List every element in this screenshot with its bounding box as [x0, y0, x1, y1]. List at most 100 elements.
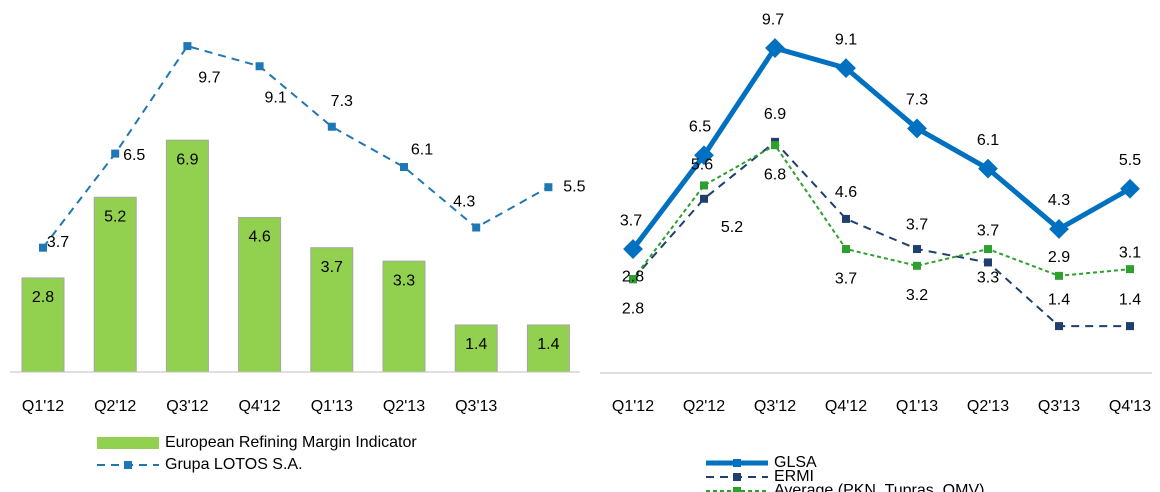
data-label: 3.7 [835, 270, 857, 287]
data-label: 9.7 [198, 69, 220, 86]
marker [183, 42, 192, 51]
marker [1055, 271, 1063, 280]
legend-swatch [97, 437, 159, 449]
legend-marker [124, 461, 132, 469]
x-tick-label: Q1'13 [311, 398, 353, 415]
data-label: 3.2 [906, 287, 928, 304]
data-label: 2.9 [1048, 249, 1070, 266]
legend-marker [733, 459, 741, 467]
data-label: 1.4 [1119, 291, 1141, 308]
bar [93, 196, 137, 373]
marker [842, 245, 850, 254]
marker [544, 183, 553, 192]
legend-label: Grupa LOTOS S.A. [165, 456, 303, 473]
line [42, 44, 549, 249]
data-label: 2.8 [32, 289, 54, 306]
marker [400, 163, 408, 172]
legend-label: European Refining Margin Indicator [165, 434, 417, 451]
marker [39, 243, 47, 252]
data-label: 2.8 [622, 268, 644, 285]
marker [327, 122, 336, 131]
data-label: 7.3 [331, 93, 353, 110]
legend-label: GLSA [774, 454, 817, 471]
line [632, 140, 1130, 328]
data-label: 6.9 [764, 106, 786, 123]
marker [1120, 178, 1140, 199]
data-label: 6.8 [764, 166, 786, 183]
data-label: 6.5 [689, 118, 711, 135]
x-tick-label: Q1'13 [896, 398, 938, 415]
marker [1049, 219, 1069, 239]
x-tick-label: Q3'12 [166, 398, 208, 415]
data-label: 6.1 [411, 141, 433, 158]
bar [310, 247, 354, 373]
x-tick-label: Q2'13 [383, 398, 425, 415]
data-label: 5.6 [691, 157, 713, 174]
data-label: 3.7 [47, 234, 69, 251]
marker [111, 149, 120, 158]
x-tick-label: Q2'13 [967, 398, 1009, 415]
data-label: 3.7 [977, 222, 999, 239]
data-label: 3.7 [321, 259, 343, 276]
data-label: 7.3 [906, 92, 928, 109]
marker [842, 214, 850, 223]
data-label: 1.4 [465, 336, 487, 353]
data-label: 5.2 [721, 219, 743, 236]
marker [1126, 265, 1134, 274]
legend-label: Average (PKN, Tupras, OMV) [774, 482, 984, 492]
bar [238, 216, 282, 373]
x-tick-label: Q1'12 [612, 398, 654, 415]
x-tick-label: Q2'12 [683, 398, 725, 415]
line [632, 143, 1131, 280]
legend-label: ERMI [774, 468, 814, 485]
x-tick-label: Q4'13 [1109, 398, 1151, 415]
data-label: 5.2 [104, 208, 126, 225]
data-label: 3.3 [977, 270, 999, 287]
bar [21, 277, 65, 373]
data-label: 4.6 [835, 184, 857, 201]
data-label: 6.5 [123, 147, 145, 164]
marker [255, 62, 264, 71]
data-label: 9.1 [835, 31, 857, 48]
x-tick-label: Q3'13 [1038, 398, 1080, 415]
marker [629, 275, 637, 284]
bar [454, 324, 498, 373]
data-label: 3.7 [906, 216, 928, 233]
marker [1055, 322, 1063, 331]
data-label: 4.3 [1048, 192, 1070, 209]
x-tick-label: Q4'12 [825, 398, 867, 415]
data-label: 9.1 [264, 89, 286, 106]
marker [700, 181, 708, 190]
x-tick-label: Q1'12 [22, 398, 64, 415]
marker [984, 258, 992, 267]
data-label: 6.9 [176, 151, 198, 168]
marker [771, 141, 779, 150]
marker [700, 194, 708, 203]
data-label: 1.4 [537, 336, 559, 353]
data-label: 2.8 [622, 300, 644, 317]
data-label: 6.1 [977, 132, 999, 149]
x-tick-label: Q3'12 [754, 398, 796, 415]
data-label: 9.7 [762, 11, 784, 28]
data-label: 5.5 [1119, 152, 1141, 169]
data-label: 4.6 [248, 229, 270, 246]
line [631, 45, 1132, 251]
legend-marker [733, 487, 741, 492]
marker [984, 245, 992, 254]
x-tick-label: Q2'12 [94, 398, 136, 415]
data-label: 3.3 [393, 272, 415, 289]
bar [165, 139, 209, 373]
legend-marker [733, 473, 741, 481]
data-label: 3.1 [1119, 244, 1141, 261]
data-label: 5.5 [563, 178, 585, 195]
marker [913, 261, 921, 270]
data-label: 4.3 [453, 194, 475, 211]
data-label: 1.4 [1048, 291, 1070, 308]
x-tick-label: Q4'12 [238, 398, 280, 415]
marker [472, 223, 481, 232]
data-label: 3.7 [620, 212, 642, 229]
marker [1126, 322, 1134, 331]
x-tick-label: Q3'13 [455, 398, 497, 415]
marker [913, 245, 921, 254]
